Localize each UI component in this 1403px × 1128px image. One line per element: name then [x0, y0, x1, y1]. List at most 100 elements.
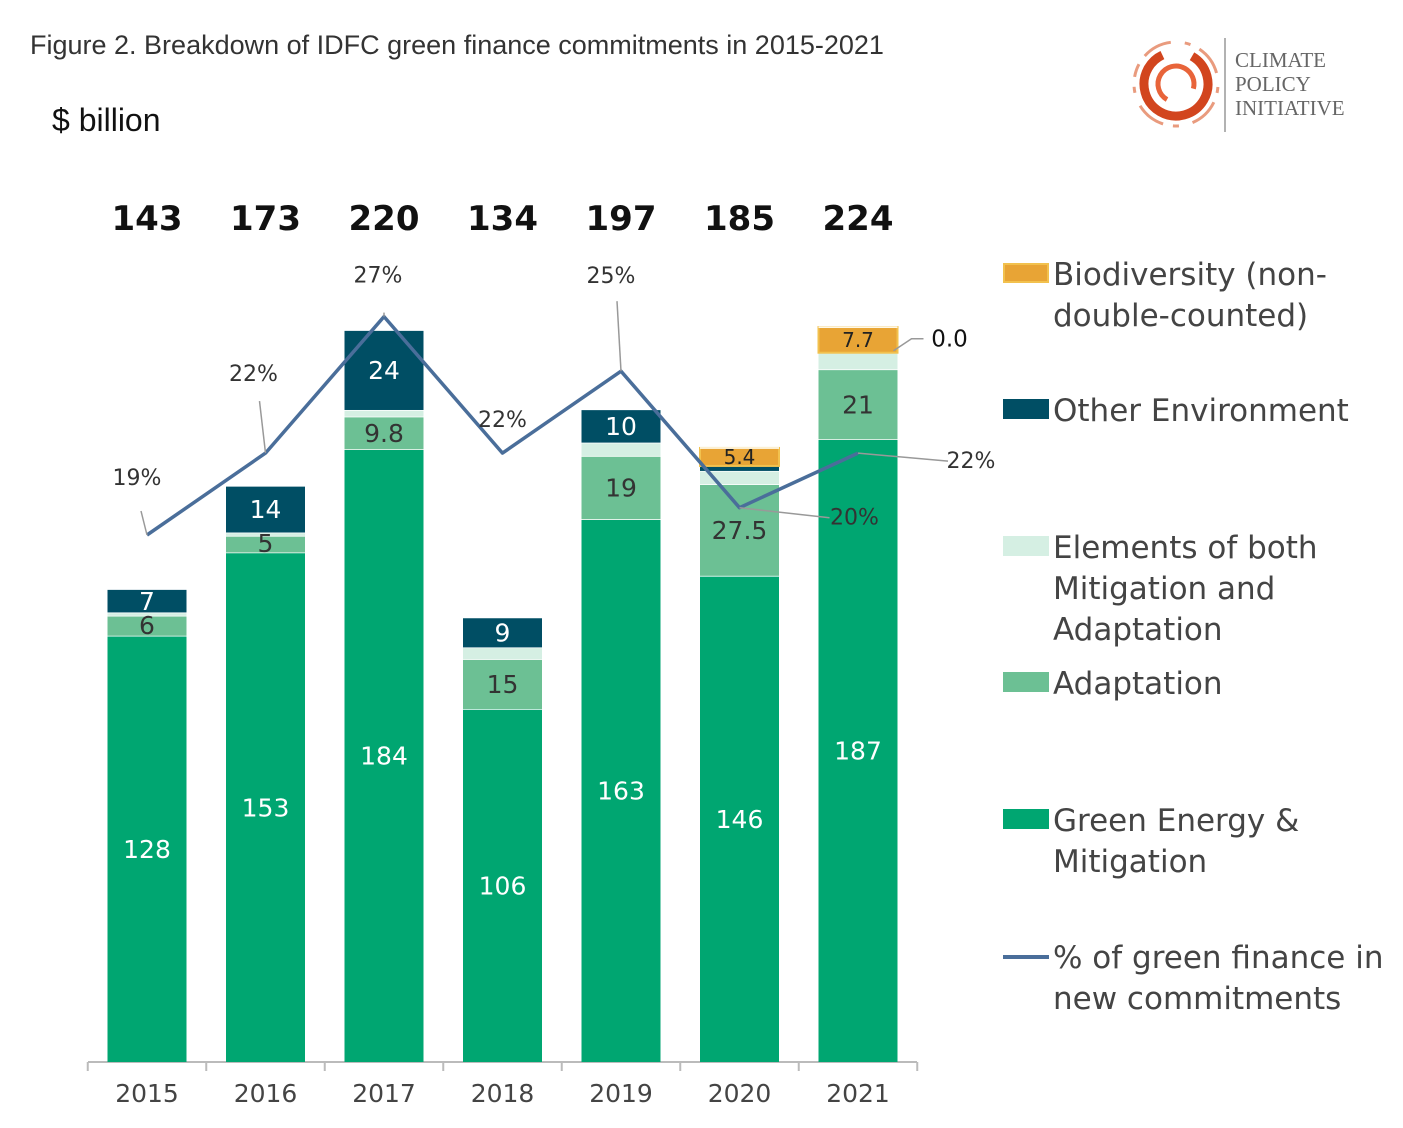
x-tick-label: 2017	[352, 1079, 416, 1108]
legend-item-adaptation: Adaptation	[1003, 664, 1393, 705]
data-label-green_energy: 146	[716, 805, 764, 834]
data-label-biodiversity: 7.7	[842, 328, 874, 352]
bar-segment-other_env	[107, 589, 187, 613]
line-point-label: 22%	[947, 449, 996, 474]
line-label-leader	[739, 506, 830, 519]
legend-label: Elements of both Mitigation and Adaptati…	[1053, 530, 1318, 648]
legend-item-line: % of green finance in new commitments	[1003, 938, 1393, 1020]
line-label-leader	[140, 510, 148, 536]
bar-total-label: 173	[230, 199, 301, 239]
legend-item-biodiversity: Biodiversity (non-double-counted)	[1003, 255, 1393, 337]
data-label-other_env: 24	[368, 356, 400, 385]
bar-segment-green_energy	[818, 439, 898, 1062]
line-point-label: 20%	[830, 506, 879, 531]
legend-swatch	[1003, 672, 1049, 692]
bar-segment-green_energy	[226, 552, 305, 1062]
bar-total-label: 220	[349, 199, 420, 239]
data-label-adaptation: 19	[605, 474, 637, 503]
bar-segment-adaptation	[581, 455, 661, 520]
data-label-green_energy: 184	[360, 742, 408, 771]
chart-title: Figure 2. Breakdown of IDFC green financ…	[30, 30, 884, 60]
legend-label: Green Energy & Mitigation	[1053, 803, 1300, 880]
line-label-leader	[258, 401, 267, 454]
bar-segment-both	[581, 442, 661, 456]
bar-segment-green_energy	[700, 575, 779, 1062]
unit-label: $ billion	[52, 102, 161, 138]
x-tick-label: 2020	[708, 1079, 772, 1108]
legend-label: % of green finance in new commitments	[1053, 940, 1384, 1017]
bar-segment-both	[344, 409, 424, 417]
cpi-logo-icon	[1132, 38, 1226, 132]
bar-total-label: 197	[586, 199, 657, 239]
bar-segment-adaptation	[344, 416, 424, 450]
legend-swatch	[1003, 536, 1049, 556]
legend-swatch	[1003, 263, 1049, 283]
line-point-label: 19%	[113, 466, 162, 491]
x-tick-label: 2016	[234, 1079, 298, 1108]
bar-segment-adaptation	[700, 484, 779, 576]
legend-swatch	[1003, 809, 1049, 829]
line-point-label: 25%	[587, 264, 636, 289]
data-label-green_energy: 128	[123, 835, 171, 864]
data-label-adaptation: 6	[139, 611, 155, 640]
bar-segment-both	[463, 647, 542, 660]
data-label-green_energy: 163	[597, 777, 645, 806]
bar-segment-other_env	[581, 409, 661, 443]
bar-segment-both	[107, 612, 187, 616]
line-label-leader	[857, 452, 949, 462]
bar-segment-both	[700, 470, 779, 485]
data-label-other_env: 7	[139, 587, 155, 616]
data-label-green_energy: 106	[479, 872, 527, 901]
bar-segment-other_env	[226, 485, 305, 533]
data-label-adaptation: 9.8	[364, 419, 404, 448]
x-tick-label: 2019	[589, 1079, 653, 1108]
line-point-label: 22%	[229, 362, 278, 387]
line-point-label: 22%	[478, 408, 527, 433]
data-label-adaptation: 27.5	[712, 516, 768, 545]
legend-label: Other Environment	[1053, 393, 1349, 429]
data-label-adaptation: 21	[842, 390, 874, 419]
data-label-biodiversity: 5.4	[724, 445, 756, 469]
data-label-other_env: 14	[250, 495, 282, 524]
bar-segment-green_energy	[463, 709, 542, 1062]
data-label-adaptation: 5	[258, 529, 274, 558]
bar-segment-adaptation	[107, 615, 187, 636]
bar-segment-other_env	[463, 617, 542, 648]
logo-line: POLICY	[1235, 72, 1311, 96]
bar-segment-both	[226, 532, 305, 536]
bar-segment-both	[818, 352, 898, 370]
line-label-leader	[616, 301, 622, 372]
legend-swatch	[1003, 955, 1049, 959]
x-tick-label: 2015	[115, 1079, 179, 1108]
data-label-other_env: 0.0	[931, 327, 968, 353]
data-label-other_env: 9	[495, 618, 511, 647]
data-label-green_energy: 187	[834, 737, 882, 766]
legend-item-other_env: Other Environment	[1003, 391, 1393, 432]
bar-total-label: 143	[112, 199, 183, 239]
legend-item-green_energy: Green Energy & Mitigation	[1003, 801, 1393, 883]
bar-segment-biodiversity	[817, 326, 899, 354]
bar-segment-green_energy	[581, 519, 661, 1062]
legend-label: Biodiversity (non-double-counted)	[1053, 257, 1327, 334]
legend-swatch	[1003, 399, 1049, 419]
line-point-label: 27%	[354, 264, 403, 289]
legend-label: Adaptation	[1053, 666, 1223, 702]
data-label-green_energy: 153	[242, 793, 290, 822]
logo-line: CLIMATE	[1235, 48, 1326, 72]
bar-total-label: 224	[823, 199, 894, 239]
bar-segment-other_env	[700, 465, 779, 471]
bar-segment-adaptation	[818, 369, 898, 440]
chart-legend: Biodiversity (non-double-counted) Other E…	[1003, 0, 1393, 1128]
bar-total-label: 134	[467, 199, 538, 239]
bar-segment-adaptation	[463, 659, 542, 710]
stacked-bar-chart: 2015143201617320172202018134201919720201…	[86, 199, 996, 1108]
legend-item-both: Elements of both Mitigation and Adaptati…	[1003, 528, 1393, 651]
data-label-adaptation: 15	[487, 670, 519, 699]
bar-total-label: 185	[704, 199, 775, 239]
bar-segment-adaptation	[226, 535, 305, 553]
x-tick-label: 2021	[826, 1079, 890, 1108]
x-tick-label: 2018	[471, 1079, 535, 1108]
data-label-other_env: 10	[605, 412, 637, 441]
bar-segment-green_energy	[344, 449, 424, 1062]
bar-segment-other_env	[344, 330, 424, 410]
